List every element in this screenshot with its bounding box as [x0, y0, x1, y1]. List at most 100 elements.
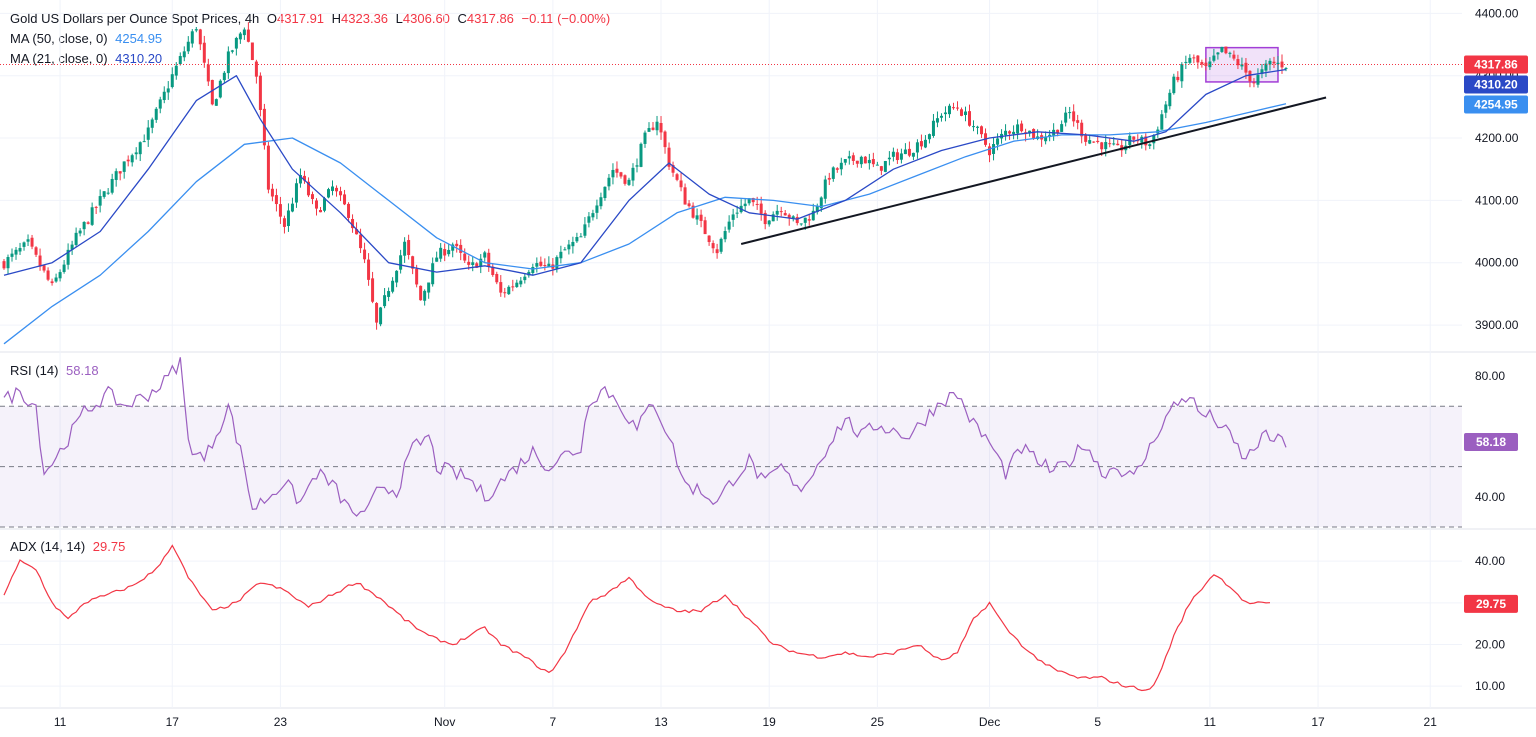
candle-body [347, 203, 351, 218]
candle-body [767, 220, 771, 225]
candle-body [495, 273, 499, 283]
candle-body [118, 171, 122, 174]
price-badge [1464, 75, 1528, 94]
candle-body [980, 126, 984, 135]
candle-body [1248, 70, 1252, 82]
candle-body [875, 164, 879, 166]
candle-body [1236, 59, 1240, 66]
candle-body [146, 127, 150, 140]
candle-body [1112, 143, 1116, 145]
x-tick-label: 7 [550, 715, 557, 729]
candle-body [294, 183, 298, 203]
ma50-legend[interactable]: MA (50, close, 0) 4254.95 [10, 31, 166, 46]
candle-body [1256, 74, 1260, 85]
candle-body [202, 42, 206, 63]
candle-body [467, 261, 471, 265]
candle-body [1152, 134, 1156, 144]
candle-body [831, 167, 835, 179]
candle-body [835, 168, 839, 170]
candle-body [314, 200, 318, 209]
candle-body [443, 249, 447, 256]
candle-body [351, 218, 355, 229]
candle-body [170, 74, 174, 88]
candle-body [226, 51, 230, 74]
candle-body [972, 126, 976, 128]
adx-label: ADX (14, 14) [10, 539, 86, 554]
candle-body [274, 195, 278, 205]
candle-body [599, 197, 603, 207]
candle-body [471, 262, 475, 265]
candle-body [691, 205, 695, 218]
candle-body [823, 179, 827, 199]
candle-body [379, 307, 383, 325]
rsi-badge [1464, 432, 1518, 451]
ohlc-low: L4306.60 [395, 11, 450, 26]
candle-body [992, 144, 996, 154]
ma21-legend[interactable]: MA (21, close, 0) 4310.20 [10, 51, 166, 66]
adx-legend[interactable]: ADX (14, 14) 29.75 [10, 539, 129, 554]
candle-body [923, 139, 927, 148]
candle-body [751, 197, 755, 203]
candle-body [964, 111, 967, 116]
candle-body [150, 119, 154, 128]
adx-badge-label: 29.75 [1476, 597, 1506, 611]
candle-body [286, 210, 290, 227]
candle-body [282, 218, 286, 227]
price-pane [0, 22, 1462, 345]
candle-body [539, 261, 543, 266]
candle-body [595, 205, 599, 213]
candle-body [907, 148, 911, 156]
ma21-value: 4310.20 [115, 51, 163, 66]
candle-body [635, 165, 639, 167]
candle-body [1268, 60, 1272, 65]
candle-body [683, 187, 687, 205]
candle-body [1092, 141, 1096, 143]
candle-body [899, 153, 903, 160]
candle-body [1012, 131, 1016, 135]
ohlc-high: H4323.36 [331, 11, 389, 26]
price-legend-title: Gold US Dollars per Ounce Spot Prices, 4… [10, 11, 614, 26]
candle-body [1096, 140, 1100, 142]
candle-body [679, 180, 683, 188]
candle-body [627, 179, 631, 185]
candle-body [415, 268, 419, 285]
adx-y-tick: 40.00 [1475, 554, 1505, 568]
candle-body [968, 111, 972, 126]
candle-body [403, 241, 407, 256]
candle-body [996, 138, 1000, 145]
candle-body [290, 203, 294, 212]
candle-body [783, 213, 787, 216]
candle-body [1032, 129, 1036, 139]
candle-body [54, 277, 58, 282]
candle-body [887, 157, 891, 160]
rsi-legend[interactable]: RSI (14) 58.18 [10, 363, 103, 378]
candle-body [667, 147, 671, 167]
candle-body [194, 29, 198, 31]
candle-body [14, 249, 18, 255]
candle-body [931, 120, 935, 136]
candle-body [335, 187, 339, 192]
candle-body [1244, 62, 1248, 73]
candle-body [1284, 68, 1288, 70]
candle-body [915, 142, 919, 153]
candle-body [431, 263, 435, 285]
candle-body [1176, 76, 1180, 81]
candle-body [455, 243, 459, 247]
candle-body [791, 216, 795, 219]
candle-body [463, 253, 467, 261]
candle-body [174, 65, 178, 76]
candle-body [787, 214, 791, 219]
rsi-badge-label: 58.18 [1476, 435, 1506, 449]
candle-body [827, 177, 831, 180]
candle-body [122, 161, 126, 172]
candle-body [435, 257, 439, 262]
grid-lines [0, 0, 1536, 709]
candle-body [863, 156, 867, 164]
candle-body [719, 238, 723, 252]
adx-pane [3, 544, 1271, 692]
candle-body [34, 247, 38, 255]
x-tick-label: 17 [1311, 715, 1325, 729]
candle-body [1272, 61, 1276, 64]
candle-body [955, 107, 959, 109]
